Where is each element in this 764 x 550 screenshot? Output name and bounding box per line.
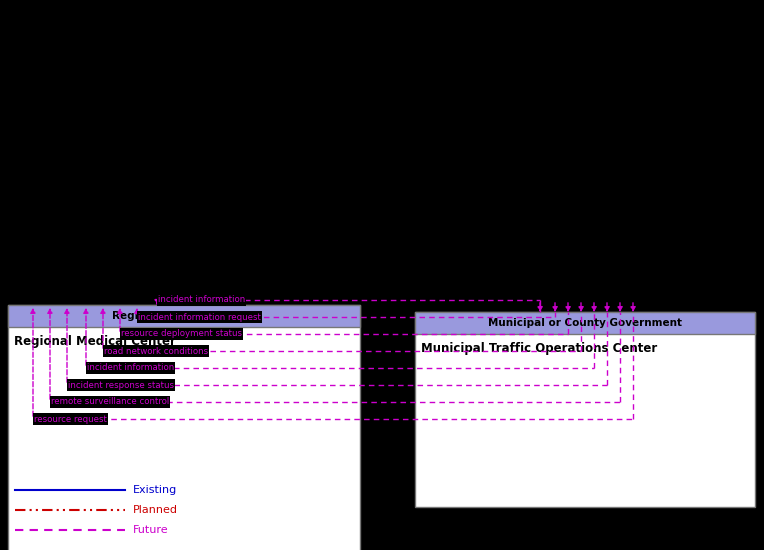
Text: resource request: resource request [34, 415, 107, 424]
Bar [415, 312, 755, 507]
Text: incident response status: incident response status [68, 381, 174, 389]
Text: Existing: Existing [133, 485, 177, 495]
Text: Planned: Planned [133, 505, 178, 515]
Text: incident information: incident information [87, 364, 174, 372]
Text: incident information request: incident information request [138, 312, 261, 322]
Bar [415, 312, 755, 334]
Bar [8, 305, 360, 327]
Text: Regional Medical Center: Regional Medical Center [14, 335, 176, 348]
Text: remote surveillance control: remote surveillance control [51, 398, 170, 406]
Text: Regional Medical Center: Regional Medical Center [112, 311, 256, 321]
Text: Municipal or County Government: Municipal or County Government [488, 318, 682, 328]
Text: Municipal Traffic Operations Center: Municipal Traffic Operations Center [421, 342, 657, 355]
Text: Future: Future [133, 525, 169, 535]
Text: road network conditions: road network conditions [104, 346, 208, 355]
Text: incident information: incident information [158, 295, 245, 305]
Text: resource deployment status: resource deployment status [121, 329, 242, 338]
Bar [8, 305, 360, 550]
